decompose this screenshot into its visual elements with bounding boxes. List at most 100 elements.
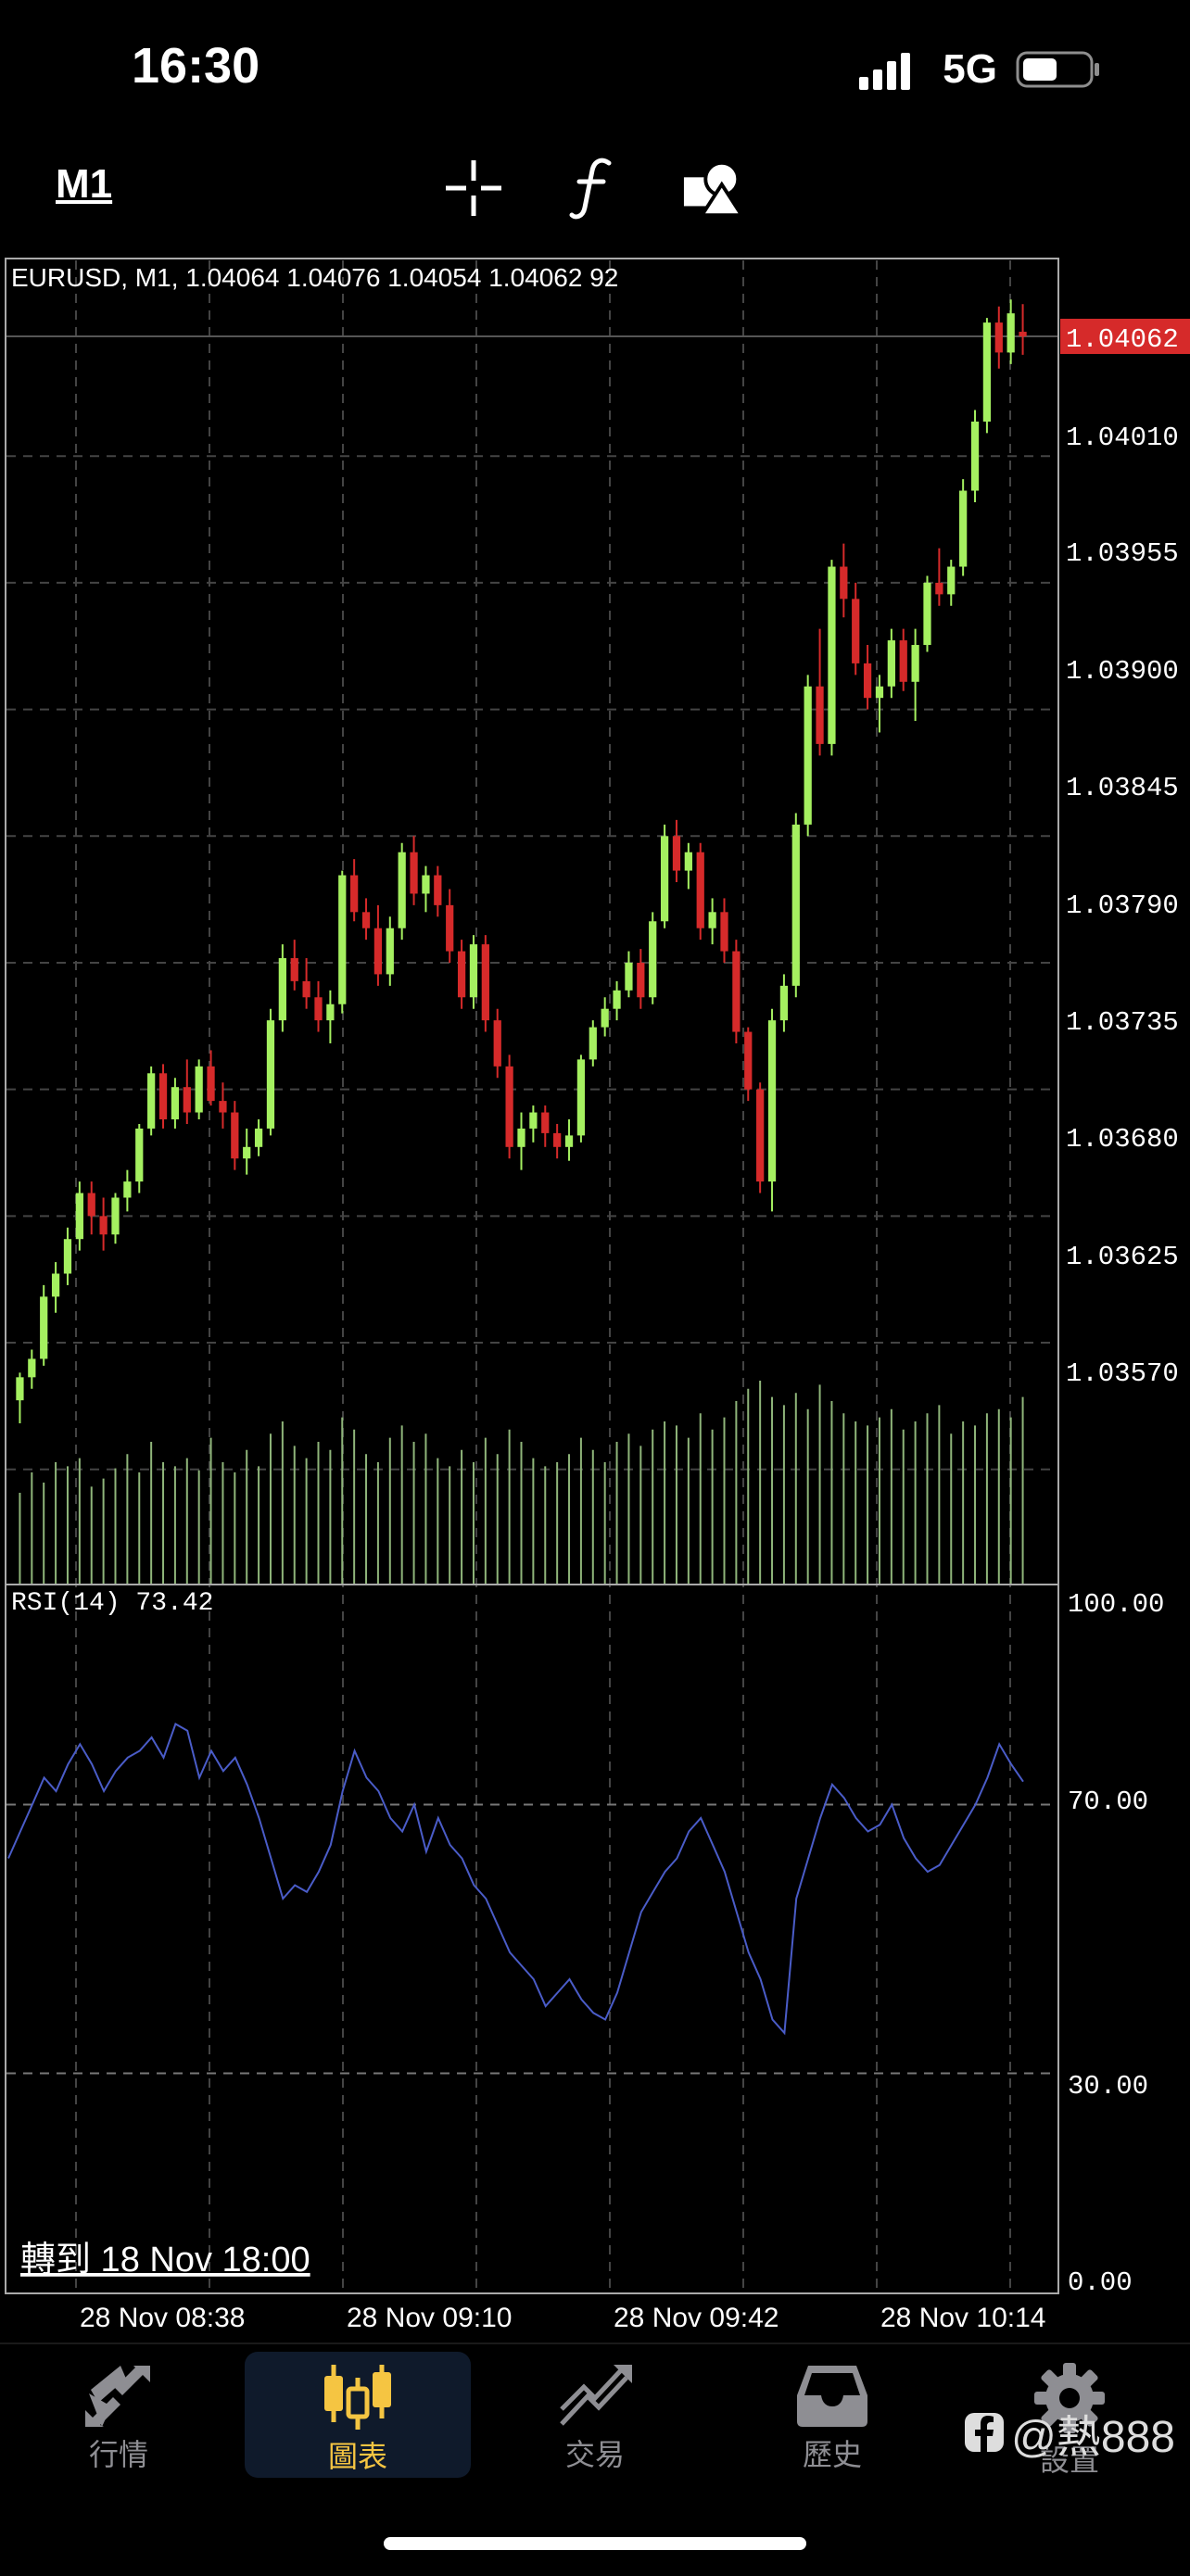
candle — [361, 898, 371, 941]
candle — [696, 842, 704, 941]
candle — [147, 1066, 156, 1136]
candle — [207, 1050, 215, 1106]
chart-header: EURUSD, M1, 1.04064 1.04076 1.04054 1.04… — [11, 263, 618, 292]
candle — [16, 1372, 24, 1424]
crosshair-button[interactable] — [441, 156, 506, 221]
chart-toolbar: M1 — [0, 139, 1190, 250]
candle — [135, 1123, 144, 1193]
candle — [434, 865, 442, 917]
candle — [923, 575, 931, 652]
candle — [290, 940, 298, 991]
tab-label: 交易 — [564, 2438, 625, 2471]
candle — [99, 1197, 108, 1251]
candle — [779, 974, 789, 1032]
candle — [410, 836, 418, 905]
rsi-label: RSI(14) 73.42 — [11, 1589, 213, 1618]
current-price-marker: 1.04062 — [1060, 319, 1190, 355]
candle — [637, 949, 645, 1009]
tab-chart[interactable]: 圖表 — [247, 2344, 469, 2474]
history-icon — [797, 2366, 867, 2427]
time-label: 28 Nov 09:42 — [614, 2303, 779, 2333]
candle — [875, 675, 884, 733]
price-label: 1.03735 — [1066, 1007, 1179, 1038]
candle — [373, 904, 383, 986]
candle — [111, 1193, 120, 1244]
crosshair-icon — [446, 160, 501, 216]
volume-bars — [19, 1381, 1024, 1585]
price-label: 1.03625 — [1066, 1242, 1179, 1272]
candle — [791, 813, 800, 998]
candle — [840, 543, 848, 618]
candle — [816, 628, 824, 756]
candle — [63, 1227, 72, 1285]
price-label: 1.03900 — [1066, 656, 1179, 687]
candle — [446, 889, 454, 963]
candle — [278, 944, 286, 1032]
rsi-line — [7, 1723, 1024, 2036]
tab-label: 圖表 — [327, 2440, 387, 2473]
tab-quotes[interactable]: 行情 — [7, 2344, 230, 2474]
goto-date-link[interactable]: 轉到 18 Nov 18:00 — [20, 2241, 310, 2279]
price-label: 1.03790 — [1066, 890, 1179, 921]
candle — [708, 898, 716, 945]
candle — [625, 951, 633, 998]
candle — [75, 1181, 83, 1251]
plot-border — [5, 258, 1059, 2294]
candle — [564, 1118, 574, 1161]
tab-trade[interactable]: 交易 — [484, 2344, 706, 2474]
candlestick-icon — [324, 2365, 391, 2430]
candle — [553, 1123, 562, 1159]
candle — [171, 1078, 180, 1129]
tab-history[interactable]: 歷史 — [721, 2344, 943, 2474]
rsi-axis: 100.00 70.00 30.00 0.00 — [1068, 1589, 1164, 2298]
candle — [899, 628, 907, 691]
candle — [982, 318, 992, 434]
objects-button[interactable] — [682, 156, 747, 221]
candle — [649, 912, 657, 1004]
tab-label: 行情 — [88, 2438, 148, 2471]
rsi-panel — [7, 1723, 1024, 2036]
candle — [911, 628, 919, 722]
status-time: 16:30 — [132, 38, 260, 94]
price-label: 1.03845 — [1066, 773, 1179, 803]
candle — [231, 1101, 239, 1170]
watermark: @熱888 — [963, 2400, 1175, 2465]
price-axis: 1.04010 1.03955 1.03900 1.03845 1.03790 … — [1066, 423, 1179, 1389]
candle — [87, 1181, 95, 1235]
tab-settings[interactable]: 設置 — [958, 2344, 1181, 2477]
candle — [398, 842, 406, 941]
chart-grid — [6, 260, 1058, 2293]
signal-icon — [859, 53, 911, 90]
candle — [935, 548, 943, 606]
candle — [601, 997, 609, 1037]
candle — [529, 1105, 538, 1143]
tab-label: 設置 — [1039, 2443, 1099, 2477]
status-bar: 16:30 5G — [0, 0, 1190, 139]
rsi-level-label: 100.00 — [1068, 1589, 1164, 1620]
rsi-level-label: 0.00 — [1068, 2267, 1133, 2298]
price-chart[interactable]: EURUSD, M1, 1.04064 1.04076 1.04054 1.04… — [0, 255, 1190, 2335]
candle — [947, 560, 956, 606]
timeframe-button[interactable]: M1 — [56, 161, 113, 207]
candle — [302, 958, 310, 1009]
candle — [970, 410, 980, 502]
time-axis: 28 Nov 08:38 28 Nov 09:10 28 Nov 09:42 2… — [80, 2303, 1045, 2333]
candlesticks — [16, 299, 1027, 1424]
chart-frame — [5, 258, 1059, 2294]
candle — [183, 1059, 191, 1124]
price-label: 1.03570 — [1066, 1358, 1179, 1389]
candle — [493, 1008, 501, 1079]
time-label: 28 Nov 10:14 — [880, 2303, 1045, 2333]
time-label: 28 Nov 08:38 — [80, 2303, 245, 2333]
candle — [517, 1112, 525, 1170]
candle — [613, 980, 621, 1021]
candle — [243, 1128, 251, 1175]
tab-label: 歷史 — [802, 2438, 862, 2471]
candle — [541, 1105, 550, 1147]
indicators-button[interactable] — [562, 156, 627, 221]
time-label: 28 Nov 09:10 — [347, 2303, 512, 2333]
status-icons: 5G — [859, 46, 1101, 93]
candle — [744, 1027, 753, 1102]
candle — [219, 1082, 227, 1129]
rsi-level-label: 30.00 — [1068, 2071, 1148, 2102]
